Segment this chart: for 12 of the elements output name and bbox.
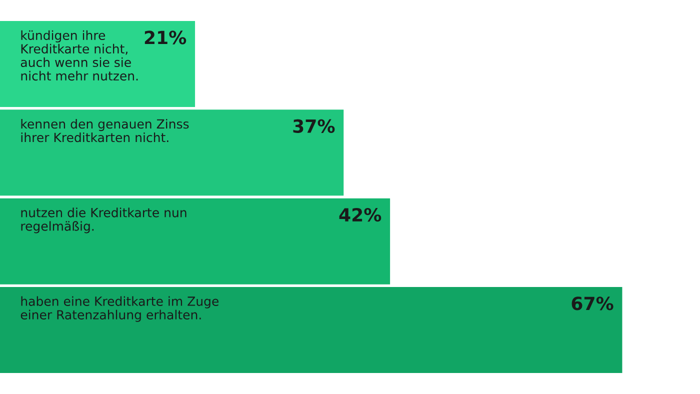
bar [0, 110, 344, 196]
y-tick-label: haben eine Kreditkarte im Zuge einer Ratenzahlung erhalten. [20, 296, 219, 322]
bar [0, 286, 622, 373]
data-label: 67% [572, 296, 614, 310]
y-tick-label: nutzen die Kreditkarte nun regelmäßig. [21, 208, 186, 234]
bar [0, 198, 390, 284]
bar [0, 21, 196, 108]
data-label: 21% [144, 30, 186, 44]
y-tick-label: kündigen ihre Kreditkarte nicht, auch wenn sie sie nicht mehr nutzen. [20, 30, 138, 81]
y-tick-label: kennen den genauen Zinss ihrer Kreditkarten nicht. [21, 118, 189, 142]
data-label: 37% [293, 119, 335, 133]
data-label: 42% [339, 208, 382, 222]
